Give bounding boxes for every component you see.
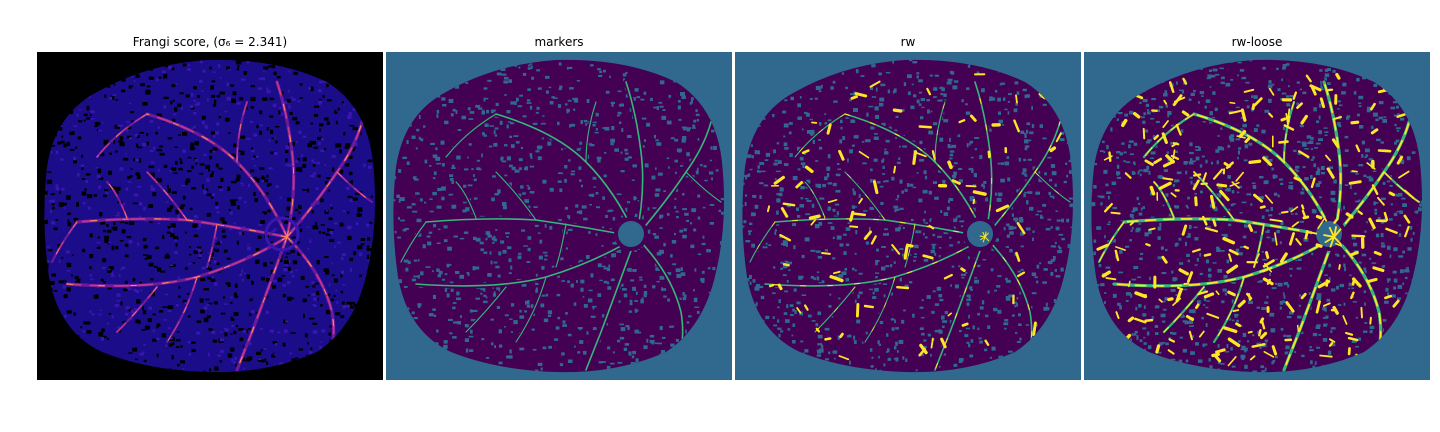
panel-title-frangi: Frangi score, (σ₆ = 2.341) xyxy=(37,34,383,50)
optic-disc xyxy=(965,219,995,249)
retina-region xyxy=(742,60,1073,372)
optic-disc xyxy=(616,219,646,249)
rw-loose-image xyxy=(1084,52,1430,380)
panel-title-markers: markers xyxy=(386,34,732,50)
rw-image xyxy=(735,52,1081,380)
frangi-score-image xyxy=(37,52,383,380)
markers-image xyxy=(386,52,732,380)
panel-title-rw-loose: rw-loose xyxy=(1084,34,1430,50)
panel-title-rw: rw xyxy=(735,34,1081,50)
